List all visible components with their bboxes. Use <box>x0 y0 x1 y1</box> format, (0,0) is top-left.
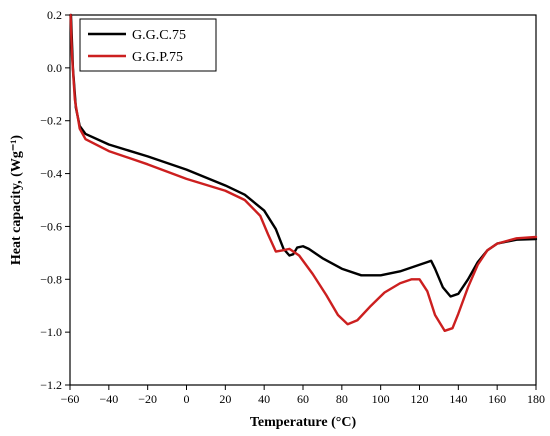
y-tick-label: −1.2 <box>40 378 62 392</box>
series-line-2 <box>69 13 538 333</box>
legend-box <box>79 18 217 72</box>
y-tick-label: −0.4 <box>40 167 62 181</box>
y-tick-label: −0.8 <box>40 272 62 286</box>
series-line-1 <box>69 13 538 298</box>
x-tick-label: 80 <box>336 392 348 406</box>
series-lines <box>69 13 538 333</box>
x-tick-label: 100 <box>372 392 390 406</box>
x-axis-title: Temperature (°C) <box>250 415 357 430</box>
legend-label: G.G.P.75 <box>132 50 183 65</box>
x-tick-label: 180 <box>527 392 545 406</box>
y-tick-label: 0.2 <box>47 8 62 22</box>
x-tick-label: 0 <box>184 392 190 406</box>
axis-ticks: −60 −40 −20 0 20 40 60 80 100 120 140 160 180 0.2 0.0 −… <box>40 8 545 406</box>
x-tick-label: −20 <box>138 392 157 406</box>
x-tick-label: 120 <box>411 392 429 406</box>
x-tick-label: 160 <box>488 392 506 406</box>
y-tick-label: 0.0 <box>47 61 62 75</box>
y-tick-label: −0.2 <box>40 114 62 128</box>
x-tick-label: −40 <box>99 392 118 406</box>
x-tick-label: 20 <box>219 392 231 406</box>
x-tick-label: 60 <box>297 392 309 406</box>
y-tick-label: −0.6 <box>40 219 62 233</box>
y-tick-label: −1.0 <box>40 325 62 339</box>
y-axis-title: Heat capacity, (Wg⁻¹) <box>9 135 24 266</box>
x-tick-label: −60 <box>61 392 80 406</box>
legend-label: G.G.C.75 <box>132 28 186 43</box>
x-tick-label: 40 <box>258 392 270 406</box>
x-tick-label: 140 <box>449 392 467 406</box>
legend: G.G.C.75 G.G.P.75 <box>79 18 217 72</box>
